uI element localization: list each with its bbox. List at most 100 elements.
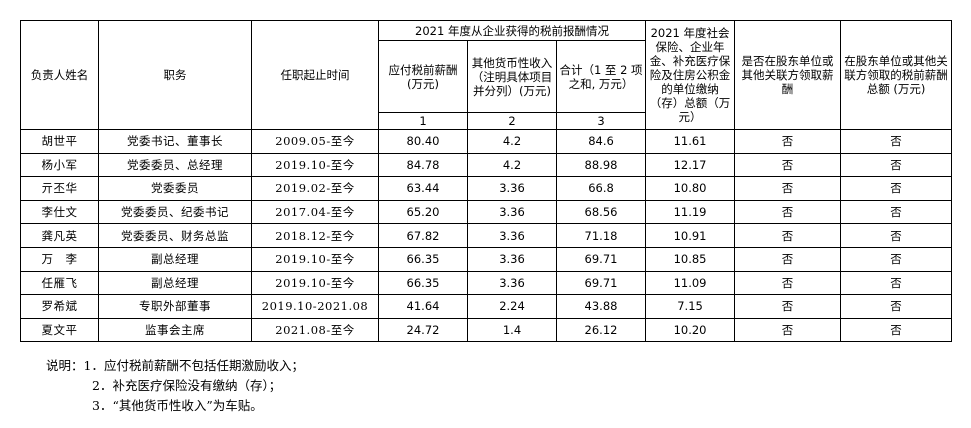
cell-term: 2019.10-2021.08 — [251, 294, 379, 319]
cell-term: 2019.10-至今 — [251, 246, 379, 272]
cell-other: 3.36 — [467, 270, 557, 296]
table-row: 胡世平 党委书记、董事长 2009.05-至今 80.40 4.2 84.6 1… — [20, 129, 953, 154]
compensation-table: 负责人姓名 职务 任职起止时间 2021 年度从企业获得的税前报酬情况 2021… — [20, 20, 953, 343]
cell-paid: 否 — [734, 176, 842, 201]
header-index-3: 3 — [555, 112, 647, 130]
cell-name: 李仕文 — [20, 199, 99, 225]
table-row: 万 李 副总经理 2019.10-至今 66.35 3.36 69.71 10.… — [20, 246, 953, 272]
cell-name: 杨小军 — [20, 152, 99, 178]
cell-total: 71.18 — [555, 223, 647, 248]
cell-other: 4.2 — [467, 152, 557, 178]
header-group-2021: 2021 年度从企业获得的税前报酬情况 — [377, 20, 647, 41]
cell-amount: 否 — [840, 270, 953, 296]
cell-paid: 否 — [734, 294, 842, 319]
cell-position: 党委委员、总经理 — [98, 152, 252, 178]
cell-name: 万 李 — [20, 246, 99, 272]
cell-salary: 84.78 — [378, 152, 468, 178]
cell-name: 罗希斌 — [20, 294, 99, 319]
cell-total: 88.98 — [555, 152, 647, 178]
cell-position: 党委委员 — [98, 176, 252, 201]
cell-amount: 否 — [840, 129, 953, 154]
cell-amount: 否 — [840, 294, 953, 319]
cell-name: 龚凡英 — [20, 223, 99, 248]
header-name: 负责人姓名 — [20, 20, 99, 130]
note-1: 说明：1．应付税前薪酬不包括任期激励收入； — [46, 358, 304, 373]
cell-term: 2021.08-至今 — [251, 317, 379, 343]
cell-position: 党委委员、纪委书记 — [98, 199, 252, 225]
cell-social: 11.19 — [645, 199, 736, 225]
header-term: 任职起止时间 — [251, 20, 379, 130]
cell-term: 2019.10-至今 — [251, 152, 379, 178]
cell-term: 2019.02-至今 — [251, 176, 379, 201]
cell-amount: 否 — [840, 176, 953, 201]
cell-salary: 24.72 — [378, 317, 468, 343]
cell-paid: 否 — [734, 246, 842, 272]
cell-term: 2009.05-至今 — [251, 129, 379, 154]
cell-other: 3.36 — [467, 199, 557, 225]
cell-total: 84.6 — [555, 129, 647, 154]
table-row: 任雁飞 副总经理 2019.10-至今 66.35 3.36 69.71 11.… — [20, 270, 953, 296]
note-2: 2．补充医疗保险没有缴纳（存）； — [92, 378, 282, 393]
cell-salary: 67.82 — [378, 223, 468, 248]
cell-social: 10.80 — [645, 176, 736, 201]
cell-social: 11.61 — [645, 129, 736, 154]
cell-amount: 否 — [840, 199, 953, 225]
table-row: 夏文平 监事会主席 2021.08-至今 24.72 1.4 26.12 10.… — [20, 317, 953, 343]
table-row: 李仕文 党委委员、纪委书记 2017.04-至今 65.20 3.36 68.5… — [20, 199, 953, 225]
header-index-2: 2 — [467, 112, 557, 130]
cell-name: 夏文平 — [20, 317, 99, 343]
cell-social: 10.91 — [645, 223, 736, 248]
cell-amount: 否 — [840, 223, 953, 248]
header-other-income: 其他货币性收入（注明具体项目并分列）(万元) — [467, 40, 557, 113]
table-row: 罗希斌 专职外部董事 2019.10-2021.08 41.64 2.24 43… — [20, 294, 953, 319]
table-row: 杨小军 党委委员、总经理 2019.10-至今 84.78 4.2 88.98 … — [20, 152, 953, 178]
cell-total: 69.71 — [555, 270, 647, 296]
cell-total: 66.8 — [555, 176, 647, 201]
cell-salary: 80.40 — [378, 129, 468, 154]
cell-position: 专职外部董事 — [98, 294, 252, 319]
cell-paid: 否 — [734, 270, 842, 296]
cell-term: 2017.04-至今 — [251, 199, 379, 225]
cell-social: 11.09 — [645, 270, 736, 296]
cell-paid: 否 — [734, 317, 842, 343]
note-3: 3．“其他货币性收入”为车贴。 — [92, 398, 263, 413]
cell-position: 党委书记、董事长 — [98, 129, 252, 154]
header-social: 2021 年度社会保险、企业年金、补充医疗保险及住房公积金的单位缴纳（存）总额（… — [645, 20, 736, 130]
cell-total: 43.88 — [555, 294, 647, 319]
cell-total: 68.56 — [555, 199, 647, 225]
cell-social: 7.15 — [645, 294, 736, 319]
cell-total: 69.71 — [555, 246, 647, 272]
cell-salary: 63.44 — [378, 176, 468, 201]
header-index-1: 1 — [378, 112, 468, 130]
cell-amount: 否 — [840, 152, 953, 178]
cell-name: 胡世平 — [20, 129, 99, 154]
cell-term: 2018.12-至今 — [251, 223, 379, 248]
cell-social: 12.17 — [645, 152, 736, 178]
cell-name: 亓丕华 — [20, 176, 99, 201]
header-position: 职务 — [98, 20, 252, 130]
cell-term: 2019.10-至今 — [251, 270, 379, 296]
cell-other: 3.36 — [467, 223, 557, 248]
cell-amount: 否 — [840, 317, 953, 343]
header-paid-by-shareholder: 是否在股东单位或其他关联方领取薪酬 — [734, 20, 842, 130]
table-notes: 说明：1．应付税前薪酬不包括任期激励收入； 2．补充医疗保险没有缴纳（存）； 3… — [46, 356, 304, 416]
cell-paid: 否 — [734, 152, 842, 178]
cell-amount: 否 — [840, 246, 953, 272]
cell-other: 2.24 — [467, 294, 557, 319]
cell-paid: 否 — [734, 223, 842, 248]
cell-other: 1.4 — [467, 317, 557, 343]
cell-position: 监事会主席 — [98, 317, 252, 343]
cell-position: 副总经理 — [98, 246, 252, 272]
cell-other: 3.36 — [467, 246, 557, 272]
cell-paid: 否 — [734, 129, 842, 154]
table-row: 龚凡英 党委委员、财务总监 2018.12-至今 67.82 3.36 71.1… — [20, 223, 953, 248]
header-salary: 应付税前薪酬 (万元) — [378, 40, 468, 113]
table-row: 亓丕华 党委委员 2019.02-至今 63.44 3.36 66.8 10.8… — [20, 176, 953, 201]
cell-salary: 41.64 — [378, 294, 468, 319]
cell-total: 26.12 — [555, 317, 647, 343]
cell-salary: 65.20 — [378, 199, 468, 225]
cell-other: 4.2 — [467, 129, 557, 154]
cell-position: 副总经理 — [98, 270, 252, 296]
cell-salary: 66.35 — [378, 270, 468, 296]
header-total: 合计（1 至 2 项之和, 万元） — [555, 40, 647, 113]
